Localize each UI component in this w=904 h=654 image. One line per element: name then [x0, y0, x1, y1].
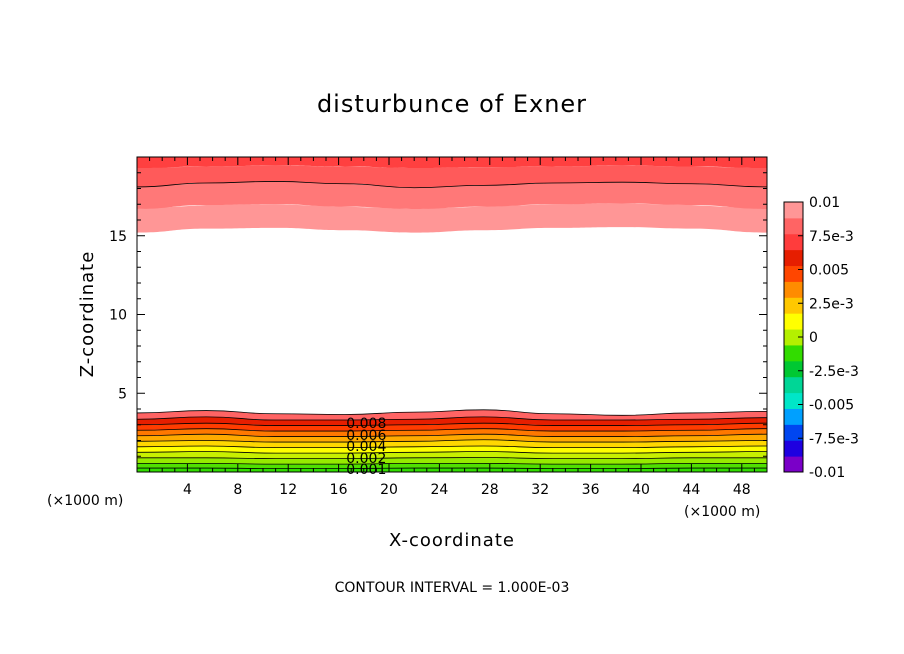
contour-line-bottom-3	[136, 451, 768, 454]
contour-fill-bottom-10	[137, 409, 767, 421]
colorbar-label: 7.5e-3	[809, 229, 854, 245]
y-tick-label: 10	[109, 308, 127, 324]
contour-line-top-2	[136, 181, 768, 189]
contour-line-bottom-2	[136, 457, 768, 460]
colorbar-label: 0.01	[809, 195, 840, 211]
x-tick-label: 48	[733, 482, 751, 498]
x-tick-label: 40	[632, 482, 650, 498]
colorbar-label: 0	[809, 330, 818, 346]
x-tick-label: 44	[682, 482, 700, 498]
colorbar-label: -2.5e-3	[809, 364, 859, 380]
contour-lines	[136, 181, 768, 469]
colorbar: 0.01 7.5e-3 0.005 2.5e-3 0 -2.5e-3 -0.005 -7.5e…	[783, 195, 859, 481]
contour-fills	[137, 157, 767, 472]
contour-label-4: 0.001	[346, 462, 386, 478]
contour-line-bottom-6	[136, 433, 768, 437]
x-tick-label: 36	[582, 482, 600, 498]
colorbar-swatch	[784, 281, 803, 298]
colorbar-swatch	[784, 392, 803, 409]
contour-line-bottom-4	[136, 445, 768, 448]
colorbar-label: -7.5e-3	[809, 431, 859, 447]
contour-fill-bottom-7	[137, 428, 767, 437]
colorbar-swatch	[784, 456, 803, 473]
contour-fill-bottom-2	[137, 457, 767, 465]
y-tick-label: 15	[109, 229, 127, 245]
x-tick-label: 28	[481, 482, 499, 498]
colorbar-swatch	[784, 360, 803, 378]
colorbar-swatch	[784, 344, 803, 362]
x-tick-label: 4	[183, 482, 192, 498]
x-unit-left: (×1000 m)	[47, 493, 123, 509]
contour-label-3: 0.002	[346, 451, 386, 467]
x-tick-label: 24	[430, 482, 448, 498]
chart-title: disturbunce of Exner	[317, 90, 587, 118]
colorbar-label: -0.005	[809, 398, 854, 414]
x-tick-label: 20	[380, 482, 398, 498]
contour-fill-bottom-5	[137, 439, 767, 448]
colorbar-swatch	[784, 233, 803, 251]
contour-line-bottom-9	[136, 416, 768, 421]
contour-fill-top-1	[137, 181, 767, 209]
colorbar-swatch	[784, 217, 803, 235]
contour-fill-bottom-8	[137, 423, 767, 432]
contour-line-bottom-8	[136, 422, 768, 426]
contour-interval-note: CONTOUR INTERVAL = 1.000E-03	[335, 580, 570, 596]
colorbar-swatch	[784, 265, 803, 282]
contour-label-0: 0.008	[346, 416, 386, 432]
contour-fill-top-3	[137, 157, 767, 169]
colorbar-label: 2.5e-3	[809, 296, 854, 312]
x-unit-right: (×1000 m)	[684, 504, 760, 520]
colorbar-swatch	[784, 376, 803, 394]
colorbar-swatch	[784, 249, 803, 267]
contour-fill-bottom-6	[137, 434, 767, 443]
colorbar-swatch	[784, 329, 803, 346]
x-axis-ticks: 4 8 12 16 20 24 28 32 36 40 44 48	[149, 157, 755, 498]
contour-line-bottom-1	[137, 462, 767, 465]
contour-label-1: 0.006	[346, 428, 386, 444]
x-tick-label: 16	[330, 482, 348, 498]
contour-label-2: 0.004	[346, 439, 386, 455]
colorbar-swatch	[784, 424, 803, 441]
contour-line-bottom-5	[136, 439, 768, 443]
colorbar-swatch	[784, 202, 803, 219]
contour-line-bottom-7	[136, 428, 768, 432]
x-tick-label: 12	[279, 482, 297, 498]
x-axis-label: X-coordinate	[389, 530, 515, 551]
contour-line-bottom-10	[136, 409, 768, 416]
contour-fill-top-0	[137, 203, 767, 233]
colorbar-swatch	[784, 313, 803, 330]
x-tick-label: 8	[233, 482, 242, 498]
colorbar-swatch	[784, 440, 803, 457]
y-axis-ticks: 5 10 15	[109, 172, 767, 457]
contour-fill-bottom-9	[137, 416, 767, 426]
x-tick-label: 32	[531, 482, 549, 498]
colorbar-label: -0.01	[809, 465, 845, 481]
y-axis-label: Z-coordinate	[77, 251, 98, 378]
colorbar-swatch	[784, 408, 803, 425]
contour-fill-bottom-1	[137, 463, 767, 469]
colorbar-swatch	[784, 297, 803, 314]
y-tick-label: 5	[118, 386, 127, 402]
colorbar-label: 0.005	[809, 263, 849, 279]
